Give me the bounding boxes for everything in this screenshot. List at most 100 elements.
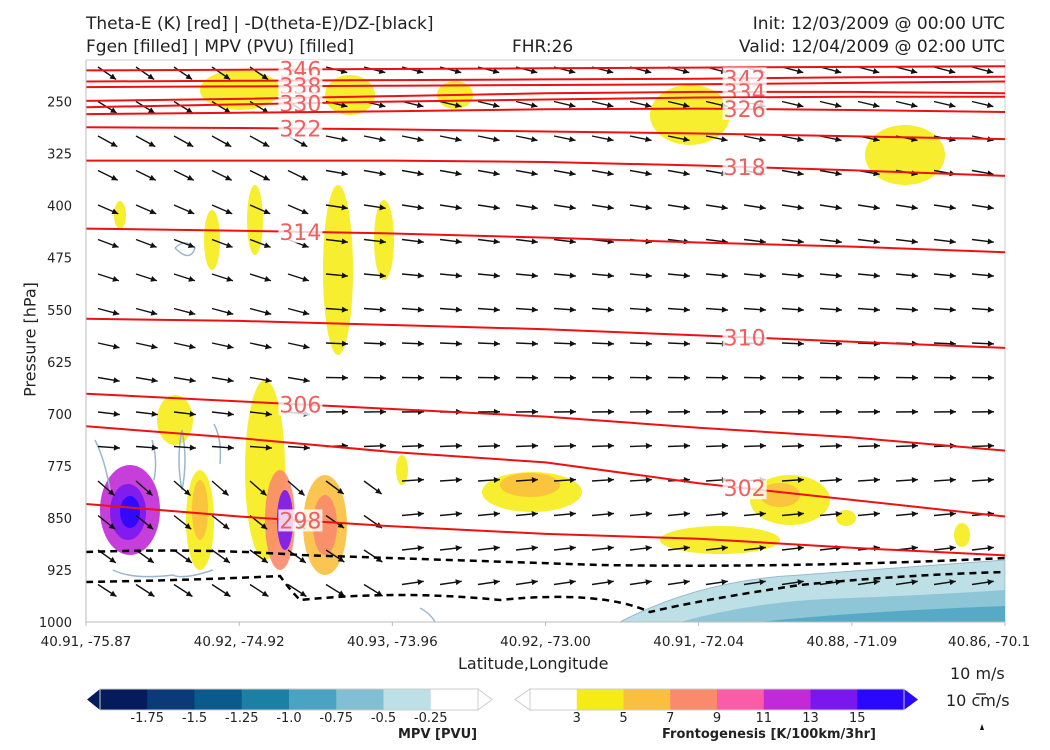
wind-arrow-head	[569, 136, 576, 143]
wind-arrow-head	[873, 579, 880, 586]
wind-arrow-head	[1026, 443, 1032, 449]
wind-arrow-head	[417, 340, 424, 347]
wind-arrow-head	[417, 272, 424, 279]
wind-arrow-head	[531, 306, 538, 313]
wind-arrow-head	[492, 68, 500, 74]
wind-arrow-head	[454, 102, 462, 109]
wind-arrow-head	[683, 511, 690, 518]
wind-arrow-head	[759, 238, 766, 245]
wind-arrow-head	[226, 276, 233, 282]
wind-arrow-head	[298, 489, 305, 496]
wind-arrow-head	[530, 68, 538, 74]
wind-arrow-head	[1026, 511, 1032, 517]
wind-arrow-head	[302, 309, 310, 316]
wind-arrow-head	[375, 556, 383, 563]
wind-arrow-head	[531, 408, 538, 415]
wind-arrow-head	[265, 444, 272, 451]
wind-arrow-head	[986, 102, 994, 109]
wind-arrow-head	[873, 476, 880, 483]
wind-arrow-head	[683, 408, 690, 415]
wind-arrow-head	[1025, 170, 1031, 176]
wind-arrow-head	[797, 374, 804, 381]
wind-arrow-head	[721, 374, 728, 381]
wind-arrow-head	[186, 107, 193, 114]
wind-arrow-head	[569, 204, 576, 211]
wind-arrow-head	[493, 374, 500, 381]
wind-arrow-head	[644, 102, 652, 109]
wind-arrow-head	[417, 545, 424, 552]
wind-arrow-head	[834, 102, 842, 109]
fgen-colorbar-swatch	[576, 689, 624, 710]
wind-arrow-head	[683, 442, 690, 449]
wind-arrow-head	[531, 476, 538, 483]
wind-arrow-head	[455, 136, 462, 143]
wind-arrow-head	[645, 374, 652, 381]
wind-arrow-head	[568, 68, 576, 74]
wind-arrow-head	[337, 556, 345, 563]
wind-arrow-head	[645, 170, 652, 177]
wind-arrow-head	[873, 408, 880, 415]
wind-arrow-head	[987, 340, 994, 347]
theta-e-contour-label: 302	[724, 477, 766, 502]
wind-arrow-head	[721, 408, 728, 415]
wind-arrow-head	[455, 170, 462, 177]
wind-arrow-head	[759, 374, 766, 381]
wind-arrow-head	[531, 238, 538, 245]
wind-arrow-head	[911, 306, 918, 313]
wind-arrow-head	[225, 174, 232, 181]
wind-arrow-head	[263, 174, 270, 181]
wind-arrow-head	[569, 442, 576, 449]
mpv-colorbar-label: MPV [PVU]	[398, 727, 478, 742]
wind-arrow-head	[223, 590, 231, 597]
wind-arrow-head	[341, 306, 348, 313]
wind-arrow-head	[949, 374, 956, 381]
wind-arrow-head	[911, 238, 918, 245]
wind-arrow-head	[797, 442, 804, 449]
wind-arrow-head	[1026, 375, 1032, 381]
wind-arrow-head	[531, 170, 538, 177]
wind-arrow-head	[149, 174, 156, 181]
theta-e-label-bg-338	[278, 75, 323, 98]
wind-arrow-head	[911, 374, 918, 381]
wind-arrow-head	[949, 511, 956, 518]
title-valid-time: Valid: 12/04/2009 @ 02:00 UTC	[739, 37, 1005, 57]
wind-arrow	[1010, 581, 1032, 584]
wind-arrow-head	[721, 545, 728, 552]
wind-arrow-head	[872, 68, 880, 74]
mpv-contour-outline-6	[112, 569, 214, 578]
wind-arrow-head	[759, 511, 766, 518]
frontogenesis-fill-12	[247, 185, 263, 255]
wind-arrow-head	[531, 340, 538, 347]
wind-arrow-head	[189, 444, 196, 451]
fgen-colorbar-swatch	[857, 689, 905, 710]
theta-e-label-bg-302	[722, 477, 767, 500]
wind-arrow-head	[264, 276, 271, 282]
wind-arrow-head	[1026, 307, 1032, 313]
wind-arrow-head	[645, 579, 652, 586]
wind-arrow-head	[873, 136, 880, 143]
wind-arrow-head	[873, 204, 880, 211]
wind-arrow-head	[222, 489, 229, 496]
wind-arrow	[1010, 547, 1032, 550]
wind-arrow-head	[265, 410, 272, 417]
wind-arrow-head	[910, 68, 918, 74]
wind-arrow-head	[911, 511, 918, 518]
theta-e-contour-314	[86, 227, 1005, 254]
wind-arrow-head	[417, 476, 424, 483]
wind-arrow-head	[455, 340, 462, 347]
wind-arrow-head	[797, 204, 804, 211]
wind-arrow-head	[185, 73, 193, 80]
wind-arrow-head	[531, 136, 538, 143]
wind-arrow-head	[873, 374, 880, 381]
wind-arrow-head	[1026, 273, 1032, 279]
wind-arrow	[1010, 102, 1031, 107]
x-tick-label: 40.91, -75.87	[41, 634, 132, 650]
wind-arrow-head	[531, 442, 538, 449]
y-tick-label: 250	[47, 96, 72, 111]
wind-arrow-head	[455, 476, 462, 483]
wind-arrow-head	[147, 590, 155, 597]
wind-arrow-head	[493, 272, 500, 279]
y-tick-label: 850	[47, 512, 72, 527]
theta-e-label-bg-326	[722, 97, 767, 120]
